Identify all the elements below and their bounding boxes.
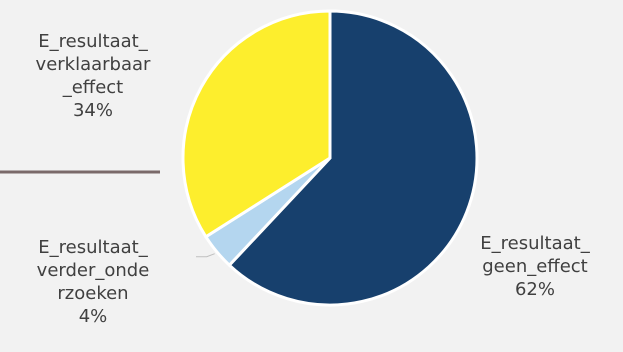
slice-label-line: _effect bbox=[62, 77, 124, 98]
slice-label-line: E_resultaat_ bbox=[480, 233, 590, 254]
pie-slice-0 bbox=[227, 9, 479, 307]
slice-label-geen-effect: E_resultaat_ geen_effect 62% bbox=[460, 232, 610, 301]
slice-value-label: 34% bbox=[72, 100, 113, 121]
pie-slice-2 bbox=[181, 9, 332, 239]
leader-lines bbox=[0, 170, 215, 258]
slice-label-line: rzoeken bbox=[57, 283, 129, 304]
slice-label-line: E_resultaat_ bbox=[38, 237, 148, 258]
slice-label-line: geen_effect bbox=[482, 256, 588, 277]
slice-label-line: E_resultaat_ bbox=[38, 31, 148, 52]
slice-value-label: 4% bbox=[78, 306, 108, 327]
leader-line-verder-onderzoeken bbox=[196, 253, 215, 258]
slice-value-label: 62% bbox=[514, 279, 555, 300]
pie-slices bbox=[181, 9, 479, 307]
slice-label-verklaarbaar-effect: E_resultaat_ verklaarbaar _effect 34% bbox=[18, 30, 168, 122]
slice-label-line: verder_onde bbox=[36, 260, 150, 281]
slice-label-line: verklaarbaar bbox=[35, 54, 151, 75]
slice-label-verder-onderzoeken: E_resultaat_ verder_onde rzoeken 4% bbox=[18, 236, 168, 328]
